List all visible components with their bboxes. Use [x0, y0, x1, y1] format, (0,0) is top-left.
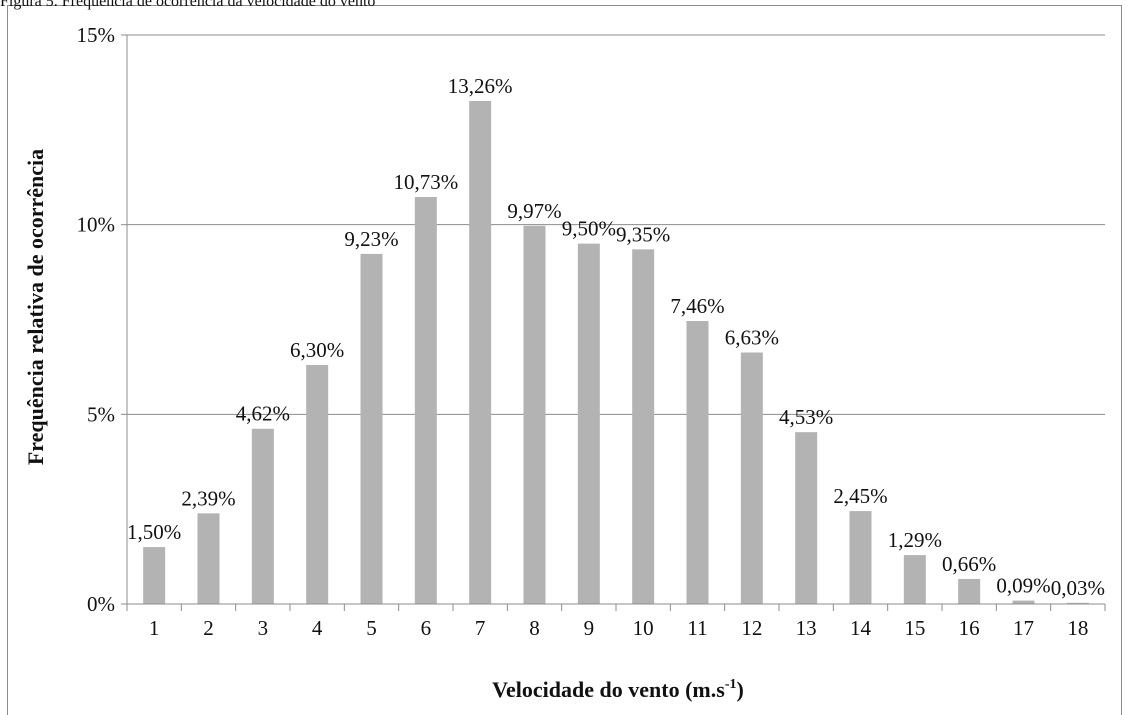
- x-tick-label: 15: [904, 616, 925, 640]
- x-tick-label: 16: [959, 616, 980, 640]
- data-label: 0,03%: [1051, 576, 1105, 600]
- data-label: 9,97%: [507, 199, 561, 223]
- bar: [740, 352, 763, 604]
- x-tick-label: 11: [687, 616, 707, 640]
- data-label: 0,66%: [942, 552, 996, 576]
- bar: [1066, 602, 1089, 604]
- x-axis-label-main: Velocidade do vento (m.s: [492, 677, 725, 702]
- x-tick-label: 17: [1013, 616, 1034, 640]
- bar: [849, 511, 872, 604]
- data-label: 1,50%: [127, 520, 181, 544]
- x-tick-label: 13: [796, 616, 817, 640]
- x-tick-label: 2: [203, 616, 214, 640]
- bar: [1012, 600, 1035, 604]
- data-label: 7,46%: [670, 294, 724, 318]
- bar: [632, 249, 655, 604]
- y-tick-label: 5%: [87, 402, 115, 426]
- bar: [360, 253, 383, 604]
- y-tick-label: 15%: [77, 23, 116, 47]
- x-tick-label: 18: [1067, 616, 1088, 640]
- data-label: 2,45%: [833, 484, 887, 508]
- x-tick-label: 1: [149, 616, 160, 640]
- x-tick-label: 5: [366, 616, 377, 640]
- y-tick-label: 0%: [87, 592, 115, 616]
- y-axis-label: Frequência relativa de ocorrência: [23, 149, 48, 465]
- y-tick-labels: 0% 5% 10% 15%: [77, 23, 116, 616]
- x-tick-label: 3: [258, 616, 269, 640]
- bar: [577, 243, 600, 604]
- x-tick-labels: 1 2 3 4 5 6 7 8 9 10 11 12 13 14 15 16 17 18: [149, 616, 1088, 640]
- data-label: 1,29%: [888, 528, 942, 552]
- x-tick-label: 9: [584, 616, 595, 640]
- bar: [469, 101, 492, 604]
- x-axis-label: Velocidade do vento (m.s-1): [492, 677, 744, 702]
- bar: [903, 555, 926, 604]
- data-label: 6,63%: [725, 326, 779, 350]
- bar: [306, 365, 329, 604]
- data-label: 9,50%: [562, 217, 616, 241]
- x-tick-label: 7: [475, 616, 486, 640]
- bar: [414, 196, 437, 604]
- x-tick-label: 14: [850, 616, 872, 640]
- x-tick-label: 12: [741, 616, 762, 640]
- figure-caption: Figura 5. Frequência de ocorrência da ve…: [0, 0, 376, 10]
- data-label: 10,73%: [393, 170, 458, 194]
- y-tick-label: 10%: [77, 213, 116, 237]
- bar: [197, 513, 220, 604]
- x-tick-label: 6: [421, 616, 432, 640]
- data-label: 6,30%: [290, 338, 344, 362]
- chart-frame: [7, 5, 1122, 715]
- x-axis-label-superscript: -1: [725, 677, 737, 692]
- x-tick-label: 8: [529, 616, 540, 640]
- gridlines: [127, 34, 1105, 415]
- x-axis-label-end: ): [736, 677, 743, 702]
- data-label: 0,09%: [996, 574, 1050, 598]
- bar: [523, 225, 546, 604]
- x-tick-label: 10: [633, 616, 654, 640]
- data-label: 9,35%: [616, 222, 670, 246]
- x-tick-label: 4: [312, 616, 323, 640]
- data-label: 2,39%: [181, 486, 235, 510]
- data-label: 9,23%: [344, 227, 398, 251]
- data-label: 4,62%: [236, 402, 290, 426]
- bar: [795, 432, 818, 604]
- bars: [143, 101, 1089, 604]
- bar: [143, 547, 166, 604]
- axes: [121, 34, 1106, 611]
- data-labels: 1,50%2,39% 4,62% 6,30% 9,23% 10,73% 13,26% 9,9…: [127, 74, 1105, 600]
- data-label: 4,53%: [779, 405, 833, 429]
- bar: [686, 321, 709, 604]
- bar: [958, 578, 981, 604]
- data-label: 13,26%: [448, 74, 513, 98]
- bar: [251, 428, 274, 604]
